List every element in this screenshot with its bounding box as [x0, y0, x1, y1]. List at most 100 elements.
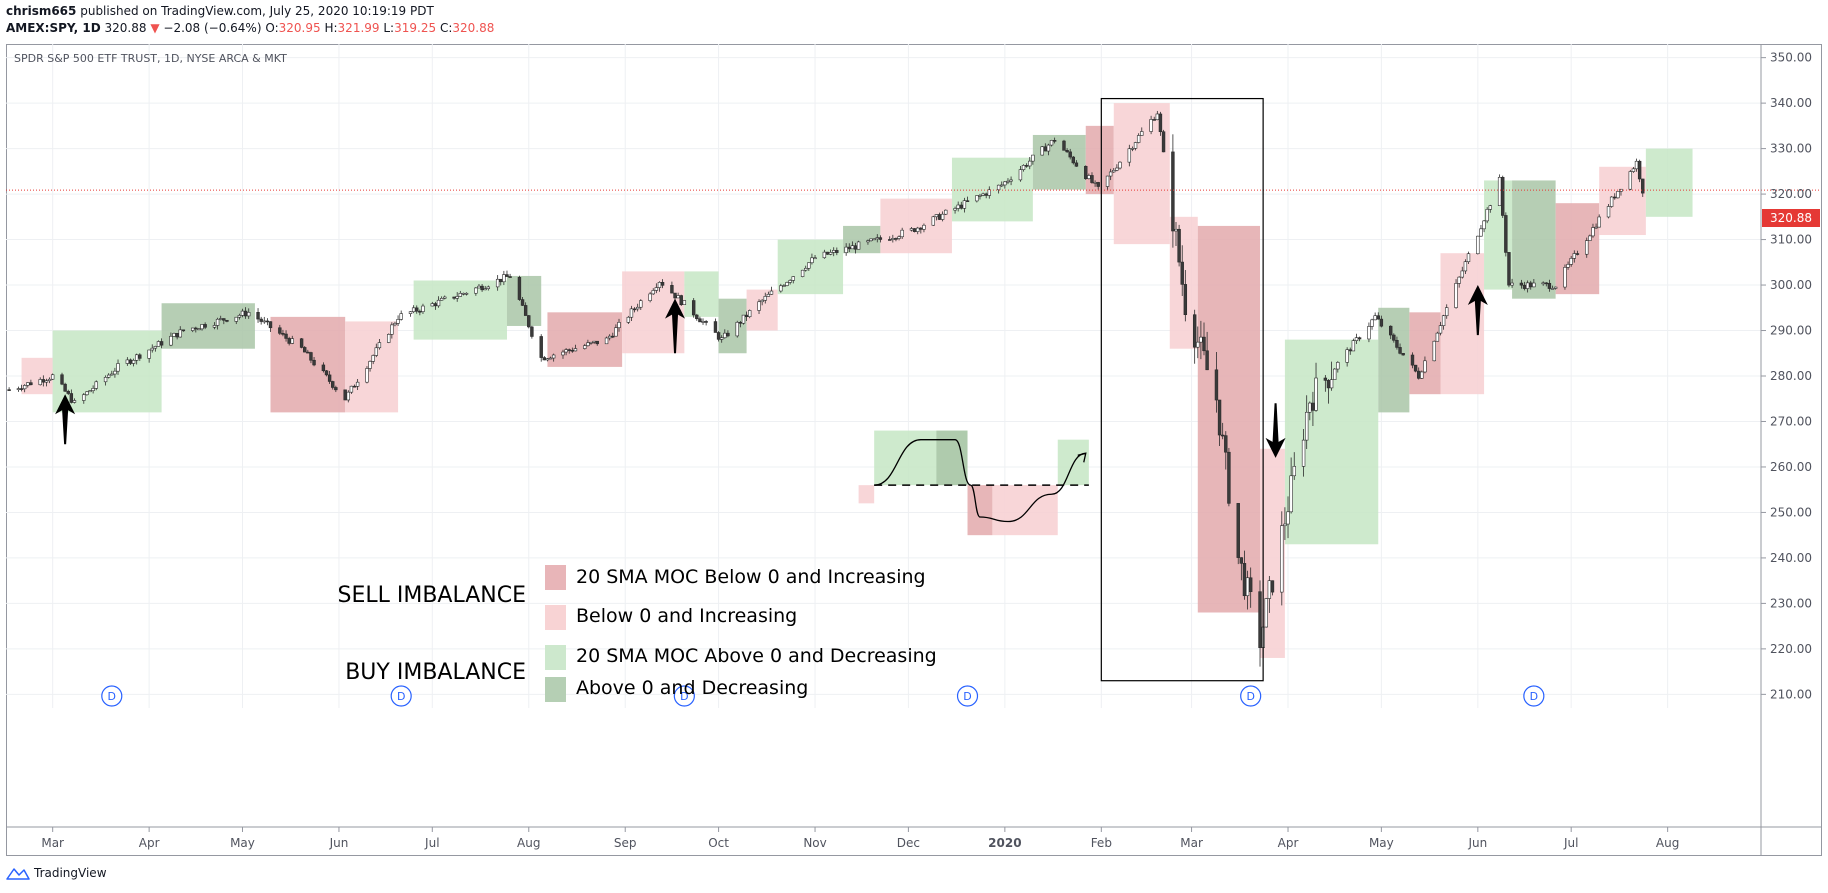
dividend-marker-circle	[390, 685, 412, 707]
dividend-marker-icon[interactable]: D	[1523, 685, 1545, 707]
candle-body	[586, 342, 590, 347]
candle-body	[1171, 151, 1175, 232]
candle-body	[1161, 131, 1166, 153]
dividend-marker-circle	[956, 685, 979, 707]
legend-text-strong-buy: 20 SMA MOC Above 0 and Decreasing	[576, 645, 937, 667]
candle-body	[919, 227, 923, 230]
candle-body	[909, 228, 914, 231]
candle-body	[1152, 119, 1156, 121]
candle-body	[1550, 288, 1555, 290]
example-box-weak-sell	[858, 485, 875, 504]
imbalance-box-weak-buy	[161, 303, 255, 349]
x-tick-label: Jul	[1563, 836, 1578, 850]
candle-body	[629, 308, 634, 318]
candle-body	[26, 382, 30, 386]
price-chart[interactable]: D D D D D D 210.00 220.00 230.00 240.00 250.00 260…	[6, 44, 1822, 856]
candle-body	[614, 327, 618, 337]
candle-body	[607, 335, 612, 339]
dividend-marker-circle	[1240, 685, 1262, 707]
candle-body	[872, 238, 876, 241]
candle-body	[495, 278, 500, 288]
candle-body	[1413, 364, 1418, 372]
candle-body	[987, 189, 991, 196]
x-tick-label: Dec	[897, 836, 920, 850]
publisher-line: chrism665 published on TradingView.com, …	[6, 4, 434, 18]
legend-text-strong-sell: 20 SMA MOC Below 0 and Increasing	[576, 566, 926, 588]
change-value: −2.08 (−0.64%)	[163, 21, 262, 35]
dividend-marker-icon[interactable]: D	[390, 685, 412, 707]
candle-body	[1024, 165, 1029, 167]
candle-body	[1435, 332, 1440, 342]
last-price-tag-text: 320.88	[1770, 211, 1812, 225]
candle-body	[940, 213, 945, 220]
brand-footer[interactable]: TradingView	[6, 866, 107, 880]
candle-body	[306, 351, 310, 354]
author-name[interactable]: chrism665	[6, 4, 77, 18]
candle-body	[321, 364, 326, 372]
candle-body	[1068, 151, 1072, 158]
candle-body	[897, 236, 901, 239]
candle-body	[371, 355, 375, 362]
candle-body	[1529, 282, 1533, 288]
candle-body	[499, 278, 503, 283]
close-value: 320.88	[452, 21, 495, 35]
candle-body	[592, 340, 596, 343]
y-tick-label: 280.00	[1770, 369, 1812, 383]
imbalance-box-weak-buy	[1032, 134, 1086, 190]
candle-body	[813, 257, 817, 260]
crash-highlight-rect	[1100, 97, 1264, 682]
candle-body	[1569, 258, 1573, 265]
candle-body	[1304, 411, 1309, 441]
candle-body	[1049, 140, 1054, 146]
candle-body	[355, 381, 360, 387]
candle-body	[782, 285, 786, 287]
dividend-marker-icon[interactable]: D	[1240, 685, 1262, 707]
candle-body	[349, 385, 354, 393]
candle-body	[1258, 591, 1262, 648]
x-tick-label: Mar	[1180, 836, 1203, 850]
dividend-marker-icon[interactable]: D	[673, 685, 695, 707]
example-curve	[874, 439, 1086, 523]
y-tick-label: 290.00	[1770, 324, 1812, 338]
candle-body	[573, 348, 578, 352]
candle-body	[741, 314, 746, 324]
candle-body	[1136, 135, 1141, 143]
candle-body	[1090, 175, 1094, 183]
dividend-marker-icon[interactable]: D	[956, 685, 979, 707]
candle-body	[853, 245, 858, 250]
chart-frame[interactable]: D D D D D D 210.00 220.00 230.00 240.00 250.00 260…	[6, 44, 1822, 856]
candle-body	[1205, 350, 1209, 371]
candle-body	[430, 303, 435, 307]
candle-body	[1314, 377, 1318, 411]
candle-body	[545, 358, 550, 361]
legend-text-weak-sell: Below 0 and Increasing	[576, 605, 797, 627]
candle-body	[1466, 253, 1471, 263]
symbol-name[interactable]: AMEX:SPY, 1D	[6, 21, 101, 35]
candle-body	[237, 315, 242, 318]
candle-body	[278, 327, 282, 334]
candle-body	[760, 299, 764, 303]
candle-body	[978, 195, 982, 197]
candle-body	[1420, 371, 1424, 379]
candle-body	[85, 391, 89, 396]
candle-body	[654, 287, 659, 291]
candle-body	[82, 394, 86, 401]
candle-body	[1438, 325, 1443, 334]
candle-body	[1031, 154, 1035, 162]
candle-body	[299, 338, 304, 348]
candle-body	[1606, 206, 1611, 218]
dividend-marker-icon[interactable]: D	[101, 685, 123, 707]
candle-body	[1115, 167, 1119, 171]
candle-body	[324, 370, 329, 376]
candle-body	[116, 363, 120, 372]
dividend-marker-label: D	[680, 690, 688, 703]
candle-body	[561, 351, 565, 356]
candle-body	[595, 340, 599, 345]
candle-body	[331, 381, 335, 388]
change-down-icon: ▼	[150, 21, 160, 35]
axes: 210.00 220.00 230.00 240.00 250.00 260.00 270.…	[6, 44, 1822, 856]
candle-body	[1376, 315, 1380, 320]
candle-body	[523, 305, 528, 316]
imbalance-box-strong-sell	[547, 312, 623, 367]
